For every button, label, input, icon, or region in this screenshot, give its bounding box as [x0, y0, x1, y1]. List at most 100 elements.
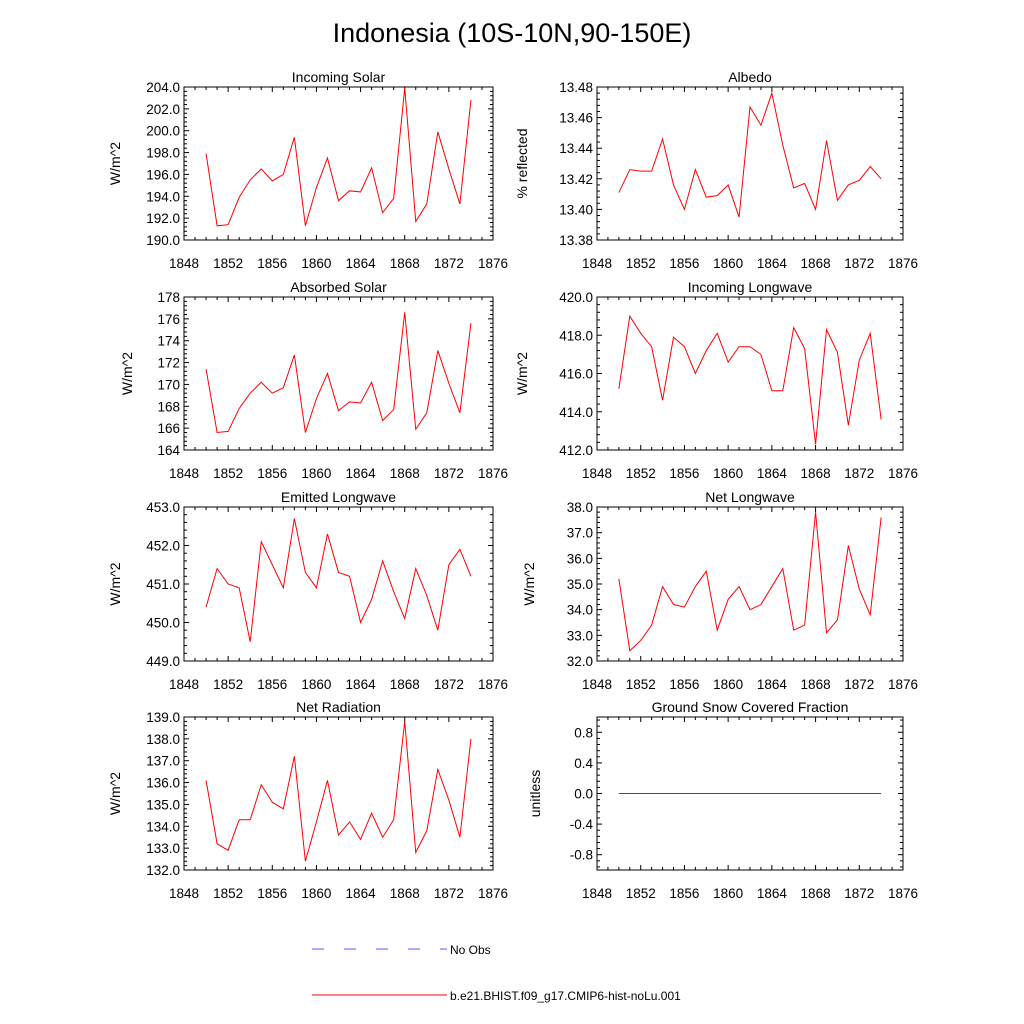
y-tick-label-incoming-solar: 196.0: [146, 167, 180, 182]
y-tick-label-absorbed-solar: 170: [157, 377, 180, 392]
plot-frame-incoming-solar: [183, 86, 494, 241]
panel-net-radiation: 1848 1852 1856 1860 1864 1868 1872 1876 132.0 133…: [107, 699, 508, 901]
series-line-absorbed-solar: [205, 312, 472, 434]
panel-emitted-longwave: 1848 1852 1856 1860 1864 1868 1872 1876 449.0 450…: [107, 489, 508, 692]
y-tick-label-net-radiation: 136.0: [146, 776, 180, 791]
y-tick-label-absorbed-solar: 178: [157, 290, 180, 305]
x-tick-label-net-radiation: 1868: [390, 886, 420, 901]
y-tick-label-albedo: 13.38: [559, 233, 593, 248]
y-tick-label-net-longwave: 35.0: [567, 577, 593, 592]
x-tick-label-absorbed-solar: 1872: [434, 466, 464, 481]
x-tick-label-emitted-longwave: 1848: [169, 677, 199, 692]
x-tick-label-absorbed-solar: 1852: [213, 466, 243, 481]
x-tick-label-incoming-solar: 1876: [478, 256, 508, 271]
y-tick-label-ground-snow-covered-fraction: 0.4: [574, 756, 593, 771]
x-tick-label-incoming-longwave: 1852: [626, 466, 656, 481]
x-tick-label-ground-snow-covered-fraction: 1872: [844, 886, 874, 901]
y-tick-label-net-longwave: 34.0: [567, 603, 593, 618]
panels: 1848 1852 1856 1860 1864 1868 1872 1876 190.0 192…: [107, 69, 918, 901]
x-tick-label-net-radiation: 1876: [478, 886, 508, 901]
x-tick-label-net-longwave: 1876: [888, 677, 918, 692]
y-tick-label-net-longwave: 36.0: [567, 551, 593, 566]
legend-label-no-obs: No Obs: [450, 943, 491, 957]
y-tick-label-albedo: 13.42: [559, 172, 593, 187]
series-line-net-longwave: [618, 512, 882, 652]
y-tick-label-emitted-longwave: 450.0: [146, 616, 180, 631]
y-tick-label-net-longwave: 37.0: [567, 526, 593, 541]
x-tick-label-emitted-longwave: 1864: [346, 677, 377, 692]
panel-title-ground-snow-covered-fraction: Ground Snow Covered Fraction: [652, 699, 849, 715]
y-axis-label-emitted-longwave: W/m^2: [107, 562, 123, 605]
panel-incoming-solar: 1848 1852 1856 1860 1864 1868 1872 1876 190.0 192…: [107, 69, 508, 271]
y-tick-label-net-longwave: 33.0: [567, 628, 593, 643]
y-tick-label-incoming-longwave: 414.0: [559, 405, 593, 420]
y-axis-label-net-longwave: W/m^2: [521, 562, 537, 605]
y-tick-label-absorbed-solar: 172: [157, 356, 180, 371]
y-tick-label-incoming-longwave: 420.0: [559, 290, 593, 305]
series-line-albedo: [618, 91, 882, 218]
panel-absorbed-solar: 1848 1852 1856 1860 1864 1868 1872 1876 164 166 16…: [119, 279, 508, 481]
panel-albedo: 1848 1852 1856 1860 1864 1868 1872 1876 13.38 13.…: [514, 69, 918, 271]
x-tick-label-net-longwave: 1848: [582, 677, 612, 692]
panel-title-incoming-solar: Incoming Solar: [292, 69, 386, 85]
x-tick-label-albedo: 1852: [626, 256, 656, 271]
y-tick-label-emitted-longwave: 449.0: [146, 654, 180, 669]
y-tick-label-albedo: 13.46: [559, 111, 593, 126]
y-tick-label-net-radiation: 132.0: [146, 863, 180, 878]
x-tick-label-incoming-longwave: 1856: [669, 466, 699, 481]
x-tick-label-incoming-solar: 1864: [346, 256, 377, 271]
y-tick-label-net-radiation: 138.0: [146, 732, 180, 747]
panel-title-net-longwave: Net Longwave: [705, 489, 795, 505]
y-tick-label-ground-snow-covered-fraction: 0.0: [574, 787, 593, 802]
y-tick-label-albedo: 13.40: [559, 202, 593, 217]
x-tick-label-incoming-longwave: 1868: [801, 466, 831, 481]
x-tick-label-absorbed-solar: 1876: [478, 466, 508, 481]
x-tick-label-net-longwave: 1868: [801, 677, 831, 692]
y-tick-label-incoming-longwave: 412.0: [559, 443, 593, 458]
x-tick-label-net-longwave: 1860: [713, 677, 743, 692]
x-tick-label-emitted-longwave: 1876: [478, 677, 508, 692]
y-tick-label-ground-snow-covered-fraction: -0.4: [570, 817, 594, 832]
series-line-incoming-solar: [205, 88, 472, 227]
x-tick-label-emitted-longwave: 1860: [301, 677, 331, 692]
y-tick-label-incoming-solar: 192.0: [146, 211, 180, 226]
panel-title-absorbed-solar: Absorbed Solar: [290, 279, 387, 295]
panel-title-net-radiation: Net Radiation: [296, 699, 381, 715]
x-tick-label-incoming-longwave: 1872: [844, 466, 874, 481]
y-tick-label-absorbed-solar: 174: [157, 334, 180, 349]
y-tick-label-emitted-longwave: 451.0: [146, 577, 180, 592]
y-tick-label-incoming-solar: 204.0: [146, 80, 180, 95]
x-tick-label-incoming-solar: 1860: [301, 256, 331, 271]
y-tick-label-incoming-solar: 202.0: [146, 102, 180, 117]
x-tick-label-albedo: 1860: [713, 256, 743, 271]
y-axis-label-albedo: % reflected: [514, 128, 530, 198]
x-tick-label-incoming-solar: 1852: [213, 256, 243, 271]
x-tick-label-net-radiation: 1856: [257, 886, 287, 901]
x-tick-label-emitted-longwave: 1868: [390, 677, 420, 692]
x-tick-label-net-radiation: 1860: [301, 886, 331, 901]
y-tick-label-net-radiation: 137.0: [146, 754, 180, 769]
x-tick-label-incoming-solar: 1856: [257, 256, 287, 271]
panel-net-longwave: 1848 1852 1856 1860 1864 1868 1872 1876 32.0 33.0…: [521, 489, 918, 692]
y-tick-label-absorbed-solar: 166: [157, 421, 180, 436]
x-tick-label-incoming-longwave: 1876: [888, 466, 918, 481]
y-tick-label-ground-snow-covered-fraction: -0.8: [570, 848, 593, 863]
plot-frame-emitted-longwave: [183, 506, 494, 662]
panel-title-albedo: Albedo: [728, 69, 772, 85]
y-tick-label-emitted-longwave: 453.0: [146, 500, 180, 515]
x-tick-label-emitted-longwave: 1856: [257, 677, 287, 692]
x-tick-label-incoming-solar: 1868: [390, 256, 420, 271]
x-tick-label-incoming-solar: 1872: [434, 256, 464, 271]
x-tick-label-albedo: 1864: [757, 256, 788, 271]
y-tick-label-absorbed-solar: 176: [157, 312, 180, 327]
series-line-net-radiation: [205, 721, 472, 862]
x-tick-label-albedo: 1856: [669, 256, 699, 271]
x-tick-label-albedo: 1876: [888, 256, 918, 271]
panel-incoming-longwave: 1848 1852 1856 1860 1864 1868 1872 1876 412.0 414…: [514, 279, 918, 481]
x-tick-label-ground-snow-covered-fraction: 1860: [713, 886, 743, 901]
x-tick-label-net-radiation: 1864: [346, 886, 377, 901]
y-tick-label-albedo: 13.48: [559, 80, 593, 95]
x-tick-label-ground-snow-covered-fraction: 1852: [626, 886, 656, 901]
y-tick-label-ground-snow-covered-fraction: 0.8: [574, 725, 593, 740]
panel-title-incoming-longwave: Incoming Longwave: [688, 279, 813, 295]
